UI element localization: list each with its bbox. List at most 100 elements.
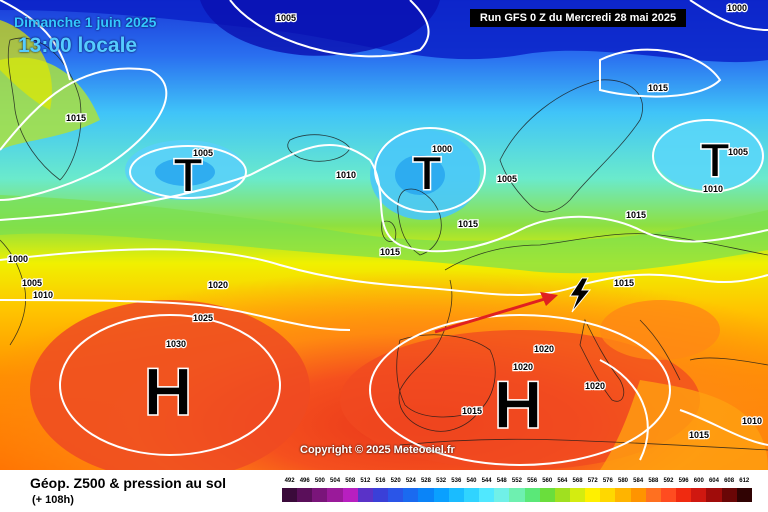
scale-swatch [600, 488, 616, 502]
scale-label: 552 [511, 478, 522, 484]
high-pressure-symbol: H [493, 367, 542, 443]
scale-label: 528 [420, 478, 431, 484]
scale-swatch [539, 488, 555, 502]
isobar-label: 1030 [166, 339, 186, 349]
scale-swatch [509, 488, 525, 502]
scale-label: 612 [739, 478, 750, 484]
legend-title: Géop. Z500 & pression au sol [30, 475, 227, 491]
isobar-label: 1015 [648, 83, 668, 93]
scale-label: 508 [345, 478, 356, 484]
scale-swatch [736, 488, 752, 502]
isobar-label: 1015 [66, 113, 86, 123]
storm-arrow [434, 292, 558, 334]
isobar-label: 1015 [626, 210, 646, 220]
scale-swatch [418, 488, 434, 502]
scale-swatch [479, 488, 495, 502]
isobar-label: 1015 [380, 247, 400, 257]
scale-label: 512 [360, 478, 371, 484]
isobar-label: 1000 [432, 144, 452, 154]
isobar-label: 1000 [8, 254, 28, 264]
scale-label: 568 [572, 478, 583, 484]
scale-swatch [721, 488, 737, 502]
scale-label: 548 [496, 478, 507, 484]
scale-label: 492 [284, 478, 295, 484]
scale-label: 572 [587, 478, 598, 484]
weather-map: T T T H H 1005 1000 1015 1005 1010 1000 … [0, 0, 768, 470]
scale-label: 576 [602, 478, 613, 484]
scale-swatch [372, 488, 389, 502]
isobar-label: 1005 [22, 278, 42, 288]
scale-label: 504 [330, 478, 341, 484]
scale-swatch [676, 488, 692, 502]
isobar-label: 1005 [728, 147, 748, 157]
scale-label: 604 [708, 478, 719, 484]
scale-swatch [691, 488, 707, 502]
isobar-label: 1005 [193, 148, 213, 158]
isobar-label: 1005 [497, 174, 517, 184]
isobar-label: 1010 [742, 416, 762, 426]
scale-label: 608 [724, 478, 735, 484]
isobar-label: 1020 [208, 280, 228, 290]
scale-label: 500 [314, 478, 325, 484]
scale-swatch [706, 488, 722, 502]
isobar-label: 1020 [513, 362, 533, 372]
scale-swatch [463, 488, 480, 502]
scale-label: 496 [299, 478, 310, 484]
scale-swatch [645, 488, 661, 502]
scale-label: 588 [648, 478, 659, 484]
scale-label: 596 [678, 478, 689, 484]
isobar-label: 1010 [33, 290, 53, 300]
scale-swatch [494, 488, 510, 502]
scale-label: 600 [693, 478, 704, 484]
scale-label: 544 [481, 478, 492, 484]
isobar-label: 1025 [193, 313, 213, 323]
isobar-label: 1015 [614, 278, 634, 288]
isobar-label: 1010 [703, 184, 723, 194]
scale-swatch [554, 488, 570, 502]
scale-label: 532 [436, 478, 447, 484]
scale-swatch [660, 488, 677, 502]
color-scale-labels: 492 496 500 504 508 512 516 520 524 528 532 536 540 5… [282, 478, 752, 484]
isobar-label: 1020 [534, 344, 554, 354]
high-pressure-symbol: H [143, 354, 192, 430]
forecast-time: 13:00 locale [18, 34, 138, 57]
scale-swatch [282, 488, 298, 502]
scale-label: 516 [375, 478, 386, 484]
scale-label: 564 [557, 478, 568, 484]
scale-swatch [448, 488, 464, 502]
scale-label: 524 [405, 478, 416, 484]
isobar-label: 1015 [689, 430, 709, 440]
scale-swatch [357, 488, 373, 502]
scale-label: 592 [663, 478, 674, 484]
model-run-label: Run GFS 0 Z du Mercredi 28 mai 2025 [470, 9, 686, 27]
low-pressure-symbol: T [412, 148, 441, 201]
scale-swatch [342, 488, 358, 502]
legend-panel: Géop. Z500 & pression au sol (+ 108h) 49… [0, 470, 768, 512]
scale-swatch [327, 488, 343, 502]
legend-subtitle: (+ 108h) [32, 494, 74, 506]
scale-swatch [388, 488, 404, 502]
isobar-label: 1020 [585, 381, 605, 391]
scale-label: 520 [390, 478, 401, 484]
scale-label: 580 [618, 478, 629, 484]
scale-label: 560 [542, 478, 553, 484]
scale-swatch [569, 488, 586, 502]
isobar-label: 1005 [276, 13, 296, 23]
color-scale-bar [282, 488, 752, 502]
scale-label: 584 [633, 478, 644, 484]
scale-swatch [630, 488, 646, 502]
copyright-text: Copyright © 2025 Meteociel.fr [300, 444, 455, 456]
scale-swatch [524, 488, 540, 502]
scale-swatch [403, 488, 419, 502]
isobar-label: 1010 [336, 170, 356, 180]
isobar-label: 1000 [727, 3, 747, 13]
scale-swatch [433, 488, 449, 502]
low-pressure-symbol: T [173, 150, 202, 203]
scale-swatch [585, 488, 601, 502]
scale-label: 540 [466, 478, 477, 484]
scale-swatch [615, 488, 631, 502]
lightning-icon [569, 277, 592, 313]
isobar-label: 1015 [462, 406, 482, 416]
scale-label: 536 [451, 478, 462, 484]
isobar-label: 1015 [458, 219, 478, 229]
